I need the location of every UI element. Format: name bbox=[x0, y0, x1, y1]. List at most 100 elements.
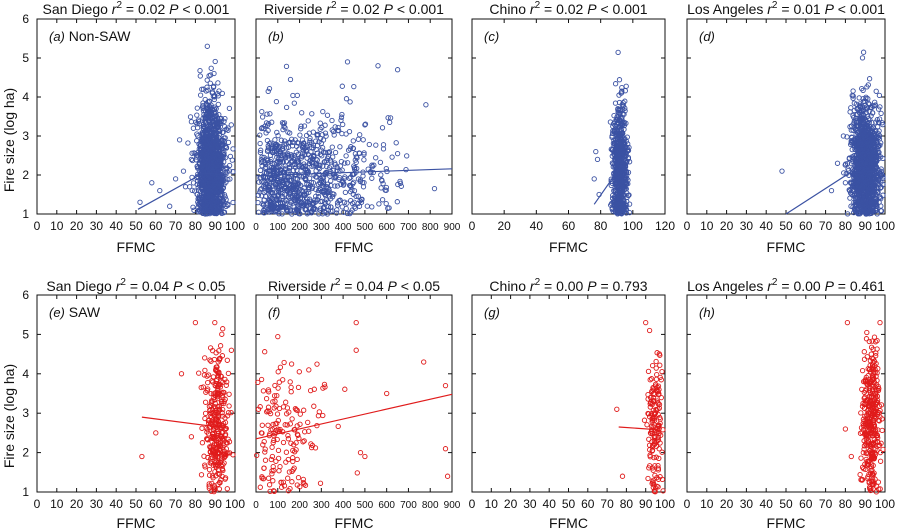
data-point bbox=[208, 444, 214, 450]
data-point bbox=[393, 140, 399, 146]
panel-letter: (a) bbox=[49, 29, 65, 44]
data-point bbox=[212, 179, 218, 186]
data-point bbox=[298, 155, 305, 161]
data-point bbox=[211, 164, 217, 171]
data-point bbox=[262, 123, 268, 129]
data-point bbox=[869, 183, 876, 190]
data-point bbox=[294, 176, 301, 182]
data-point bbox=[386, 205, 392, 211]
data-point bbox=[202, 115, 208, 121]
data-point bbox=[872, 102, 879, 108]
scatter-points bbox=[137, 43, 236, 217]
data-point bbox=[851, 162, 857, 168]
data-point bbox=[209, 109, 215, 115]
data-point bbox=[255, 192, 262, 198]
data-point bbox=[609, 205, 615, 211]
title-r-symbol: r bbox=[767, 1, 773, 17]
data-point bbox=[626, 209, 633, 216]
data-point bbox=[214, 416, 220, 422]
x-tick-label: 200 bbox=[291, 222, 308, 233]
data-point bbox=[842, 180, 849, 186]
data-point bbox=[624, 145, 630, 151]
data-point bbox=[297, 132, 303, 138]
data-point bbox=[195, 201, 202, 207]
panel-letter: (e) bbox=[49, 305, 65, 320]
data-point bbox=[296, 210, 302, 217]
data-point bbox=[215, 481, 221, 487]
data-point bbox=[208, 456, 214, 462]
data-point bbox=[217, 128, 223, 135]
data-point bbox=[204, 43, 210, 49]
data-point bbox=[221, 135, 227, 141]
data-point bbox=[215, 80, 221, 86]
data-point bbox=[225, 202, 231, 208]
data-point bbox=[369, 163, 376, 170]
data-point bbox=[859, 151, 866, 157]
data-point bbox=[344, 59, 351, 65]
data-point bbox=[265, 200, 271, 207]
data-point bbox=[172, 176, 179, 182]
data-point bbox=[285, 153, 292, 159]
title-r2-value: = 0.01 bbox=[777, 1, 824, 17]
data-point bbox=[621, 136, 627, 143]
x-tick-label: 0 bbox=[34, 219, 41, 233]
title-p-symbol: P bbox=[169, 1, 179, 17]
y-tick-label: 4 bbox=[22, 367, 29, 381]
data-point bbox=[353, 154, 359, 160]
data-point bbox=[297, 182, 304, 188]
data-point bbox=[228, 122, 234, 128]
x-tick-label: 30 bbox=[740, 219, 754, 233]
data-point bbox=[194, 112, 200, 118]
data-point bbox=[373, 155, 379, 161]
data-point bbox=[849, 192, 855, 198]
data-point bbox=[210, 462, 216, 468]
data-point bbox=[273, 196, 279, 202]
trend-line bbox=[255, 168, 453, 177]
data-point bbox=[619, 84, 625, 91]
data-point bbox=[259, 114, 266, 120]
data-point bbox=[291, 100, 297, 106]
data-point bbox=[618, 150, 624, 156]
data-point bbox=[860, 104, 866, 110]
data-point bbox=[218, 205, 225, 212]
data-point bbox=[200, 182, 207, 188]
data-point bbox=[865, 121, 871, 127]
x-tick-label: 0 bbox=[253, 222, 259, 233]
data-point bbox=[610, 140, 617, 146]
x-tick-label: 300 bbox=[313, 222, 330, 233]
panel-label: (d) bbox=[699, 29, 715, 44]
data-point bbox=[314, 197, 321, 203]
data-point bbox=[204, 154, 210, 160]
data-point bbox=[616, 106, 622, 113]
data-point bbox=[850, 113, 856, 119]
data-point bbox=[299, 110, 305, 116]
data-point bbox=[617, 152, 623, 158]
x-tick-label: 500 bbox=[357, 222, 374, 233]
data-point bbox=[876, 134, 882, 140]
x-tick-label: 20 bbox=[70, 219, 84, 233]
data-point bbox=[204, 373, 210, 379]
data-point bbox=[218, 115, 225, 122]
data-point bbox=[332, 149, 339, 156]
data-point bbox=[387, 119, 393, 126]
y-tick-label: 1 bbox=[22, 207, 29, 221]
data-point bbox=[219, 473, 225, 480]
data-point bbox=[869, 145, 875, 151]
data-point bbox=[860, 107, 866, 113]
data-point bbox=[224, 379, 230, 385]
data-point bbox=[197, 73, 203, 79]
data-point bbox=[861, 197, 867, 203]
data-point bbox=[863, 166, 869, 172]
data-point bbox=[291, 204, 297, 210]
title-r-symbol: r bbox=[530, 1, 536, 17]
data-point bbox=[868, 200, 874, 206]
data-point bbox=[189, 187, 195, 194]
data-point bbox=[347, 210, 353, 217]
data-point bbox=[851, 120, 857, 126]
data-point bbox=[219, 400, 225, 407]
data-point bbox=[211, 484, 218, 490]
data-point bbox=[216, 135, 222, 141]
data-point bbox=[202, 135, 208, 141]
data-point bbox=[880, 174, 886, 180]
y-tick-label: 2 bbox=[22, 168, 29, 182]
